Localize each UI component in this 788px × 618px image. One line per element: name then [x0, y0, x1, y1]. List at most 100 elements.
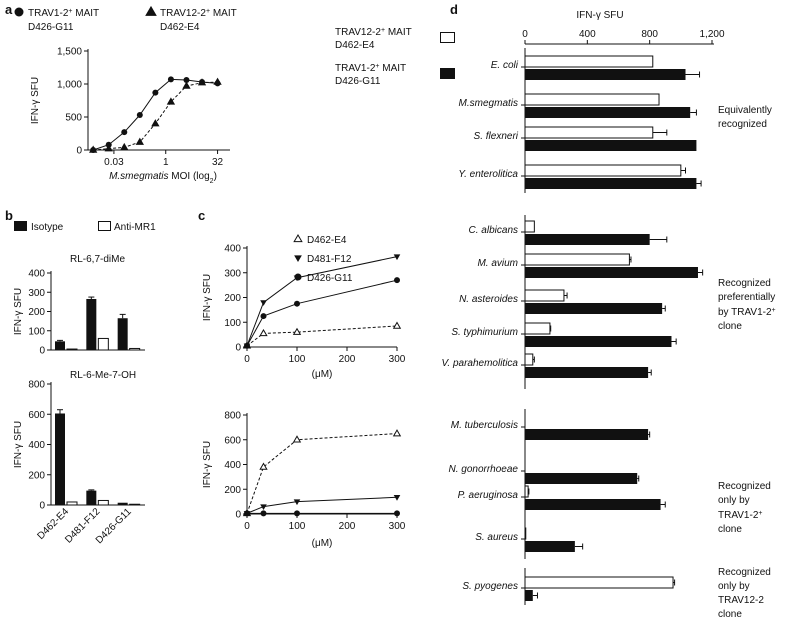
c-x-tick-label: 300	[389, 521, 406, 532]
b-y-tick-label: 400	[28, 440, 45, 451]
d-group-line: TRAV12-2	[718, 595, 764, 606]
c-x-tick-label: 100	[289, 521, 306, 532]
d-row-label: V. parahemolitica	[441, 358, 518, 369]
d-bar-filled	[525, 107, 691, 118]
d-legend-clone-0: D462-E4	[335, 40, 375, 51]
b-y-axis-label: IFN-γ SFU	[13, 288, 24, 335]
b-y-tick-label: 0	[39, 346, 45, 357]
d-bar-filled	[525, 267, 698, 278]
d-legend-filled-swatch	[440, 68, 455, 79]
d-group-line: by TRAV1-2	[718, 307, 772, 318]
b-bar-anti-mr1	[66, 501, 78, 506]
c-point-circle	[244, 510, 250, 517]
d-row-label: M.smegmatis	[459, 98, 518, 109]
d-bar-open	[524, 55, 654, 68]
b-bar-isotype	[55, 413, 65, 505]
a-x-tick-label: 1	[163, 157, 169, 168]
d-group-annotation: only by	[718, 495, 750, 506]
c-y-tick-label: 600	[224, 435, 241, 446]
d-bar-filled	[525, 303, 663, 314]
c-x-tick-label: 200	[339, 354, 356, 365]
c-point-circle	[394, 277, 400, 284]
a-y-axis-label: IFN-γ SFU	[30, 77, 41, 124]
d-group-line: recognized	[718, 119, 767, 130]
b-y-tick-label: 0	[39, 501, 45, 512]
panel-label-b: b	[5, 208, 13, 223]
d-group-line: Equivalently	[718, 105, 772, 116]
d-legend-sup: +	[381, 27, 385, 34]
a-point-triangle	[213, 77, 222, 85]
a-point-triangle	[89, 145, 98, 153]
d-legend-clone-1: D426-G11	[335, 76, 381, 87]
c-y-tick-label: 200	[224, 293, 241, 304]
a-y-tick-label: 500	[65, 113, 82, 124]
d-bar-open	[524, 253, 630, 266]
a-point-triangle	[104, 144, 113, 152]
d-group-line: clone	[718, 524, 742, 535]
c-point-circle	[260, 313, 267, 320]
d-group-line: Recognized	[718, 481, 771, 492]
c-y-tick-label: 400	[224, 244, 241, 255]
a-y-tick-label: 1,000	[57, 80, 82, 91]
d-legend-name: TRAV1-2	[335, 63, 376, 74]
a-legend-clone-0: D426-G11	[28, 22, 74, 33]
d-bar-open	[524, 576, 674, 589]
a-point-triangle	[166, 97, 176, 105]
b-bar-isotype	[86, 490, 97, 505]
d-legend-mait: MAIT	[379, 63, 406, 74]
d-legend-label-1: TRAV1-2+ MAIT	[335, 63, 406, 75]
b-legend-anti-mr1-swatch	[98, 221, 111, 231]
a-point-circle	[121, 129, 128, 136]
d-row-label: N. asteroides	[459, 294, 518, 305]
c-point-open-triangle	[259, 462, 268, 470]
c-x-tick-label: 100	[289, 354, 306, 365]
c-point-circle	[244, 342, 250, 349]
d-group-annotation: recognized	[718, 119, 767, 130]
d-legend-label-0: TRAV12-2+ MAIT	[335, 27, 412, 39]
d-group-annotation: Equivalently	[718, 105, 772, 116]
b-legend-isotype-swatch	[14, 221, 27, 231]
d-legend-mait: MAIT	[385, 27, 412, 38]
a-xlabel-species: M.smegmatis	[109, 171, 168, 182]
d-bar-open	[524, 353, 534, 366]
d-group-annotation: clone	[718, 524, 742, 535]
a-point-circle	[183, 77, 190, 84]
d-group-annotation: Recognized	[718, 567, 771, 578]
a-legend-marker-circle	[14, 7, 24, 17]
d-legend-open-swatch	[440, 32, 455, 43]
c-y-tick-label: 0	[235, 510, 241, 521]
a-xlabel-end: )	[214, 171, 217, 182]
a-point-circle	[136, 112, 143, 119]
d-row-label: S. pyogenes	[462, 581, 518, 592]
b-y-tick-label: 200	[28, 307, 45, 318]
b-y-tick-label: 600	[28, 410, 45, 421]
d-bar-open	[524, 220, 535, 233]
c-point-circle	[294, 510, 300, 517]
d-row-label: C. albicans	[469, 225, 518, 236]
b-y-tick-label: 800	[28, 380, 45, 391]
c-x-tick-label: 0	[244, 521, 250, 532]
c-y-axis-label: IFN-γ SFU	[202, 441, 213, 488]
d-bar-filled	[525, 590, 533, 601]
c-point-down-triangle	[393, 254, 401, 261]
d-x-tick-label: 1,200	[699, 29, 724, 40]
b-bar-isotype	[86, 298, 97, 350]
c-point-open-triangle	[392, 321, 402, 329]
d-bar-open	[524, 126, 654, 139]
c-x-tick-label: 0	[244, 354, 250, 365]
d-group-line: TRAV1-2	[718, 510, 759, 521]
c-point-open-triangle	[392, 429, 402, 437]
d-group-annotation: TRAV12-2	[718, 595, 764, 606]
c-y-tick-label: 0	[235, 343, 241, 354]
b-subplot-title: RL-6-Me-7-OH	[70, 370, 136, 381]
b-y-axis-label: IFN-γ SFU	[13, 421, 24, 468]
d-bar-filled	[525, 367, 649, 378]
d-group-line: preferentially	[718, 292, 775, 303]
c-point-open-triangle	[292, 435, 302, 443]
d-bar-filled	[525, 234, 650, 245]
c-legend-label: D426-G11	[307, 273, 353, 284]
d-bar-open	[524, 485, 529, 498]
b-bar-isotype	[55, 341, 65, 350]
c-point-down-triangle	[293, 499, 301, 506]
